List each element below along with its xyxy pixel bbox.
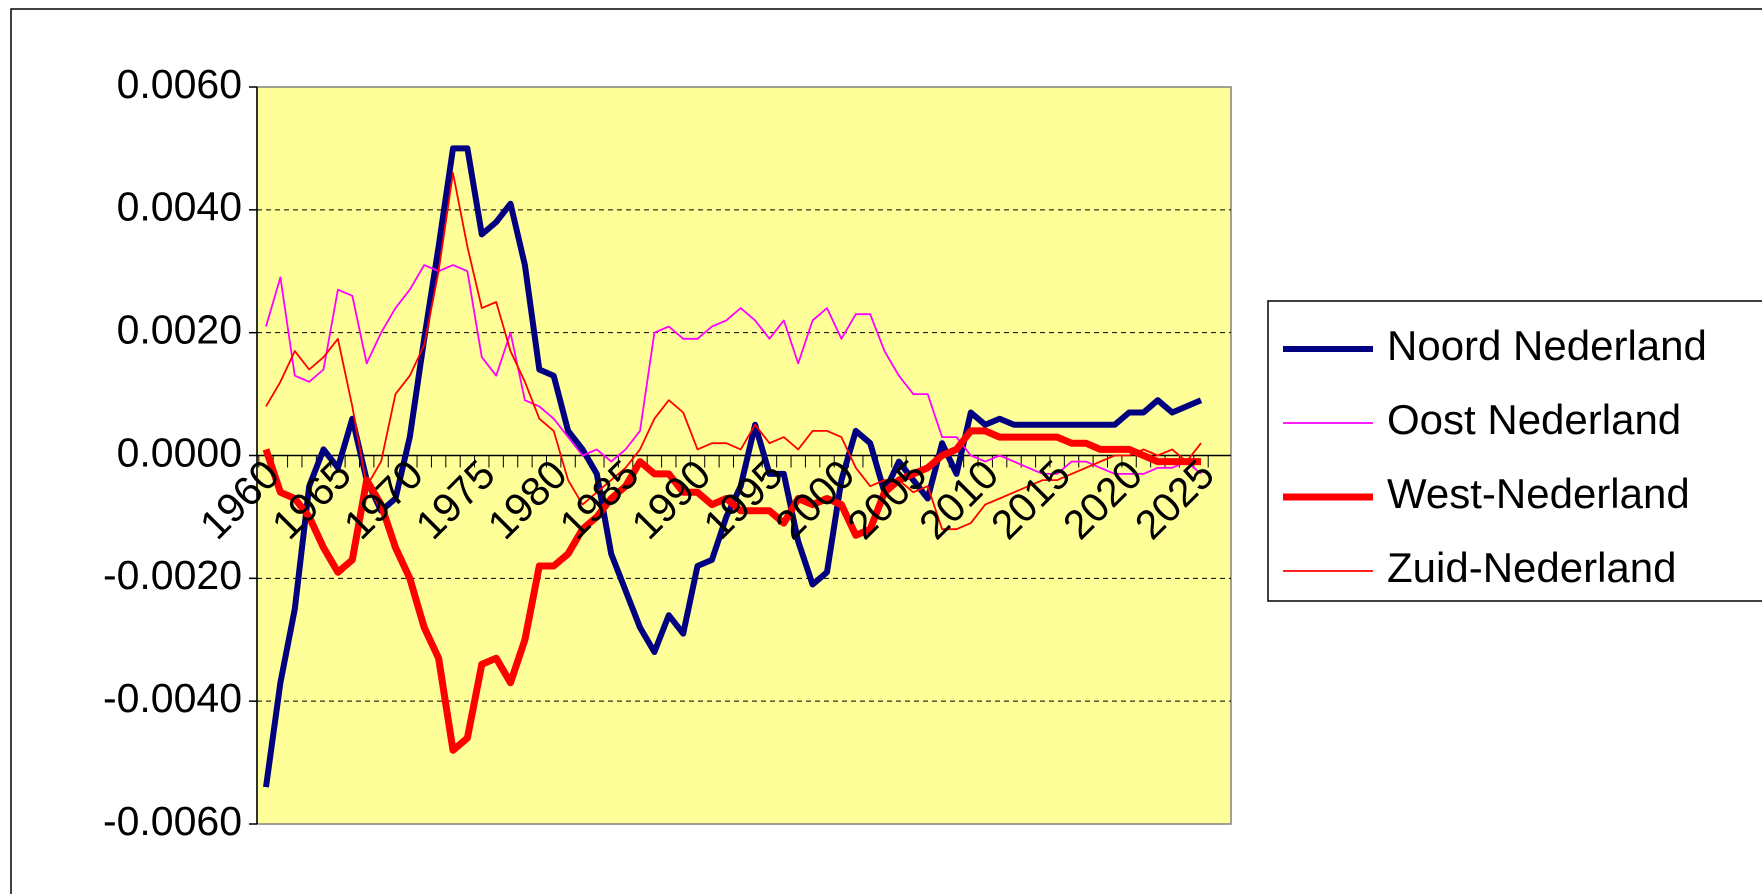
y-tick-label: 0.0000 — [117, 429, 242, 475]
series-line — [265, 264, 1202, 475]
y-tick-label: 0.0020 — [117, 306, 242, 352]
y-tick-label: -0.0020 — [103, 552, 242, 598]
legend-label: Noord Nederland — [1387, 322, 1707, 369]
y-tick-label: -0.0040 — [103, 675, 242, 721]
legend-label: West-Nederland — [1387, 470, 1690, 517]
y-tick-label: -0.0060 — [103, 798, 242, 844]
series-line — [262, 427, 1201, 754]
legend-label: Oost Nederland — [1387, 396, 1681, 443]
y-tick-label: 0.0060 — [117, 61, 242, 107]
y-tick-label: 0.0040 — [117, 184, 242, 230]
series-line — [265, 172, 1202, 531]
legend-label: Zuid-Nederland — [1387, 544, 1677, 591]
